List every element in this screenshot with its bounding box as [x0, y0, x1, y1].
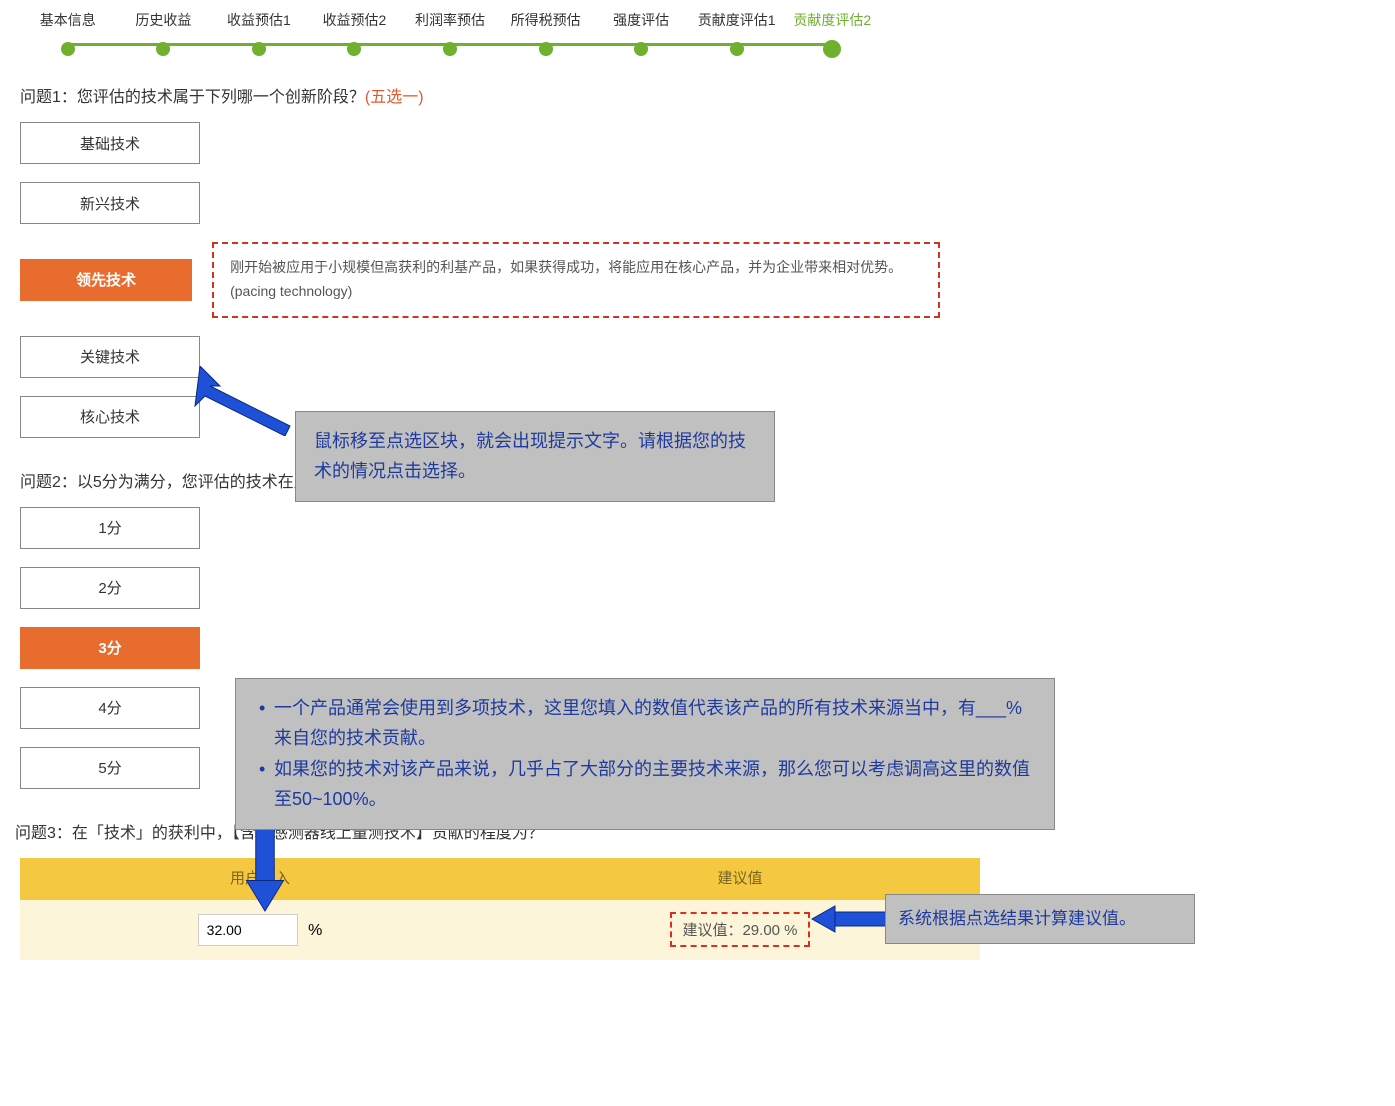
q2-option-5[interactable]: 5分	[20, 747, 200, 789]
q2-option-4[interactable]: 4分	[20, 687, 200, 729]
annotation-percentage-help: 一个产品通常会使用到多项技术，这里您填入的数值代表该产品的所有技术来源当中，有_…	[235, 678, 1055, 830]
unit-label: %	[308, 922, 322, 939]
q1-option-emerging[interactable]: 新兴技术	[20, 182, 200, 224]
annotation-suggest-help: 系统根据点选结果计算建议值。	[885, 894, 1195, 945]
step-basic-info[interactable]: 基本信息	[20, 10, 116, 56]
q2-option-2[interactable]: 2分	[20, 567, 200, 609]
step-strength[interactable]: 强度评估	[593, 10, 689, 56]
q3-table-header: 用户输入 建议值	[20, 858, 980, 900]
step-revenue1[interactable]: 收益预估1	[211, 10, 307, 56]
step-profit[interactable]: 利润率预估	[402, 10, 498, 56]
q1-title: 问题1：您评估的技术属于下列哪一个创新阶段？(五选一)	[20, 83, 940, 107]
step-tax[interactable]: 所得税预估	[498, 10, 594, 56]
q1-tooltip: 刚开始被应用于小规模但高获利的利基产品，如果获得成功，将能应用在核心产品，并为企…	[212, 242, 940, 318]
step-contrib1[interactable]: 贡献度评估1	[689, 10, 785, 56]
step-revenue2[interactable]: 收益预估2	[307, 10, 403, 56]
suggested-value: 建议值：29.00 %	[670, 912, 809, 947]
question-3: 问题3：在「技术」的获利中，【含氧感测器线上量测技术】贡献的程度为？ 用户输入 …	[0, 809, 1395, 960]
q1-option-leading[interactable]: 领先技术	[20, 259, 192, 301]
progress-stepper: 基本信息 历史收益 收益预估1 收益预估2 利润率预估 所得税预估 强度评估 贡…	[0, 0, 900, 73]
q2-option-3[interactable]: 3分	[20, 627, 200, 669]
annotation-hover-help: 鼠标移至点选区块，就会出现提示文字。请根据您的技术的情况点击选择。	[295, 411, 775, 502]
q1-option-basic[interactable]: 基础技术	[20, 122, 200, 164]
q2-option-1[interactable]: 1分	[20, 507, 200, 549]
annotation-arrow-icon	[170, 366, 310, 436]
annotation-arrow-icon	[810, 904, 890, 934]
user-input-cell: %	[20, 914, 500, 946]
percentage-input[interactable]	[198, 914, 298, 946]
question-2: 问题2：以5分为满分，您评估的技术在产业中的重要性为几分？(五选一) 1分 2分…	[0, 458, 960, 799]
step-history[interactable]: 历史收益	[116, 10, 212, 56]
question-1: 问题1：您评估的技术属于下列哪一个创新阶段？(五选一) 基础技术 新兴技术 领先…	[0, 73, 960, 448]
step-contrib2[interactable]: 贡献度评估2	[785, 10, 881, 58]
